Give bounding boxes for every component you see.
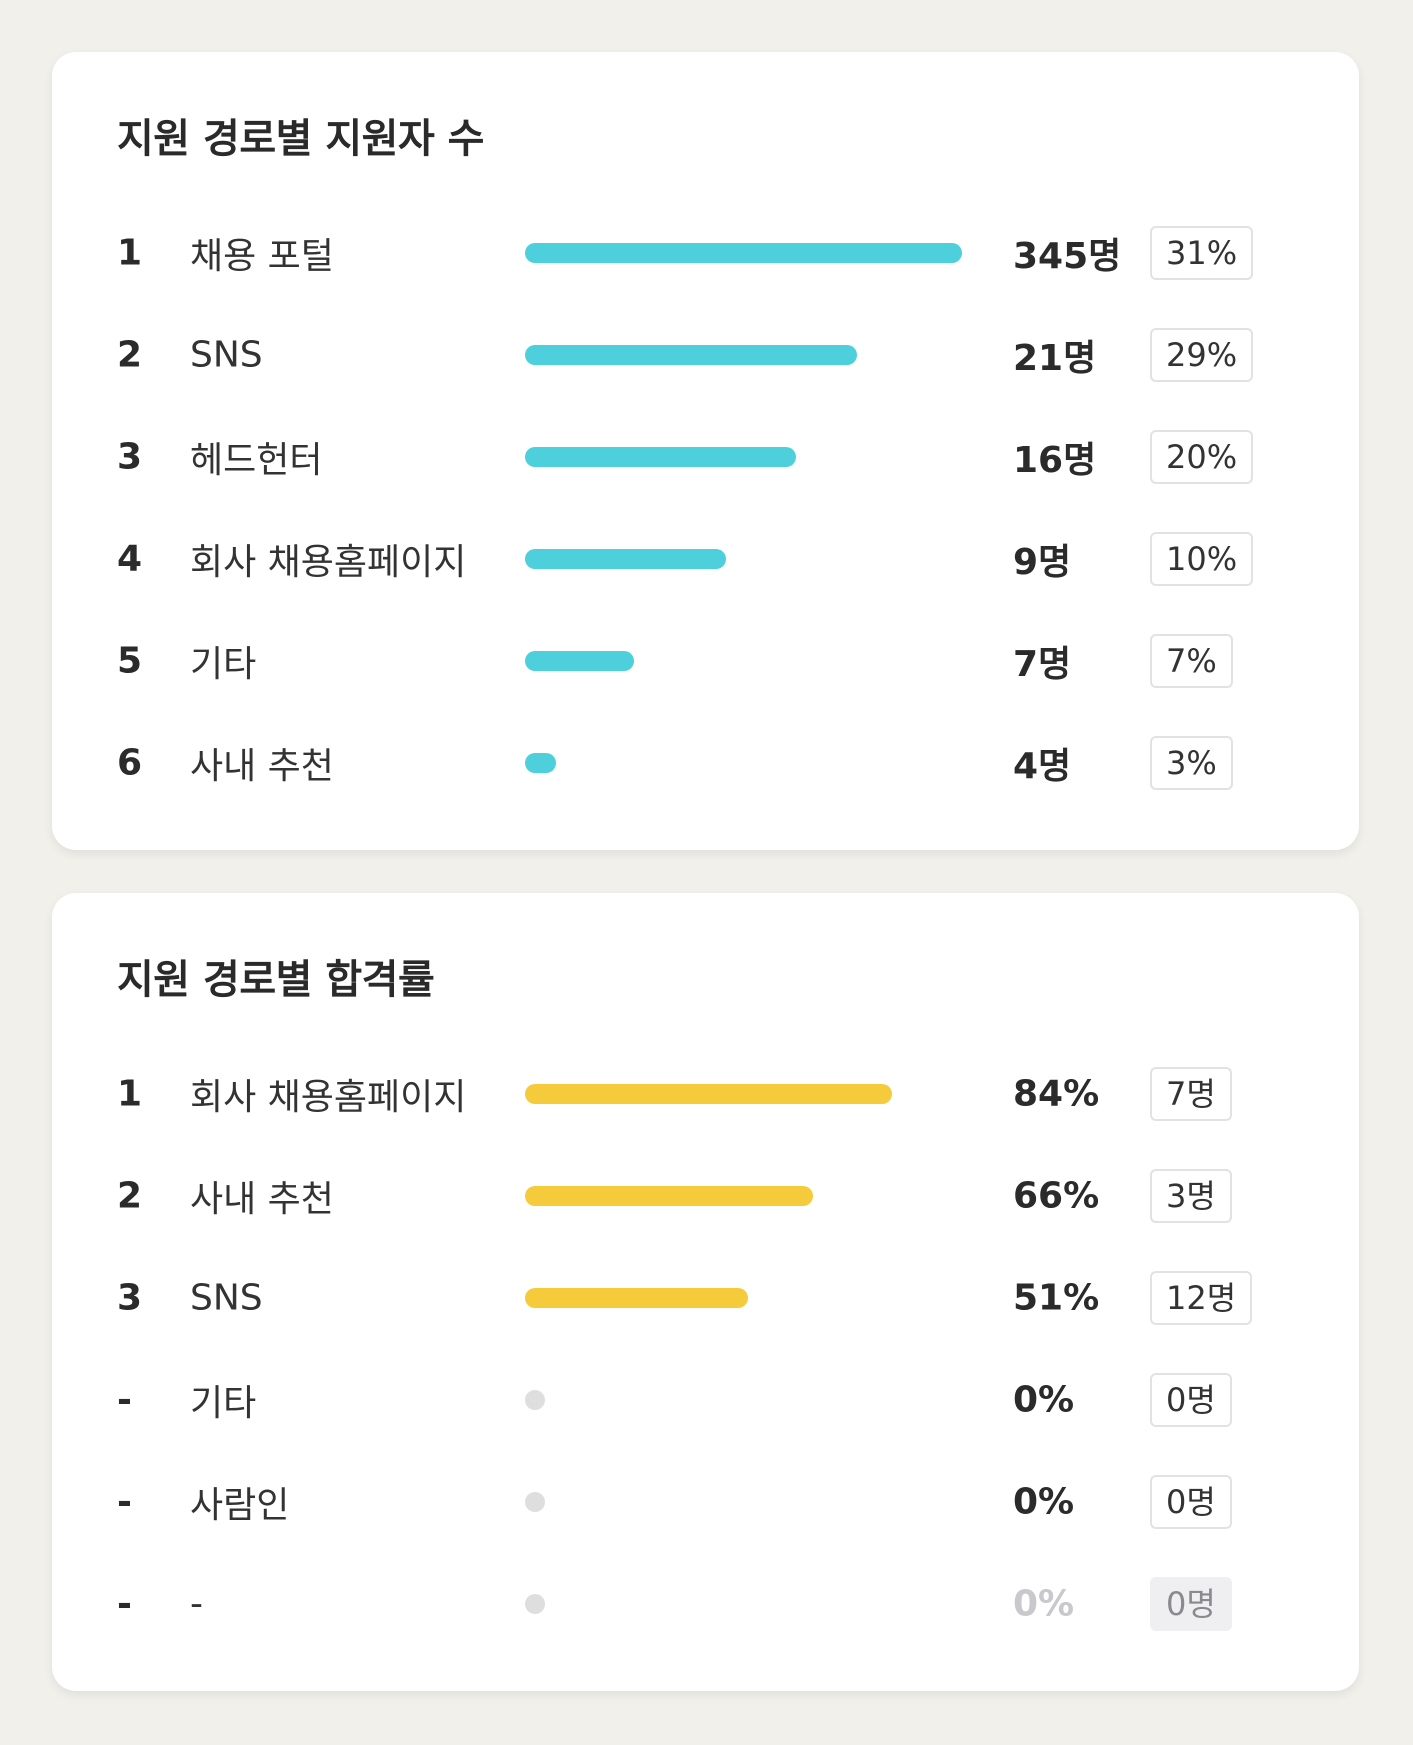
list-item: 5 기타 7명 7% bbox=[52, 610, 1359, 712]
bar-fill bbox=[525, 651, 634, 671]
count-badge: 3명 bbox=[1150, 1169, 1232, 1223]
bar-track bbox=[525, 1084, 962, 1104]
channel-name: 기타 bbox=[190, 644, 257, 685]
channel-name: 기타 bbox=[190, 1383, 257, 1424]
applicant-count: 345명 bbox=[1013, 236, 1122, 277]
channel-name: 회사 채용홈페이지 bbox=[190, 1077, 467, 1118]
rank: 5 bbox=[117, 640, 143, 682]
channel-name: SNS bbox=[190, 1277, 263, 1319]
channel-name: 사람인 bbox=[190, 1485, 290, 1526]
percent-badge: 10% bbox=[1150, 532, 1254, 586]
bar-fill bbox=[525, 1594, 545, 1614]
percent-badge: 31% bbox=[1150, 226, 1254, 280]
bar-fill bbox=[525, 1390, 545, 1410]
pass-rate: 66% bbox=[1013, 1175, 1100, 1217]
bar-fill bbox=[525, 345, 857, 365]
pass-rate: 0% bbox=[1013, 1583, 1075, 1625]
applicant-count: 21명 bbox=[1013, 338, 1097, 379]
list-item: 3 헤드헌터 16명 20% bbox=[52, 406, 1359, 508]
bar-fill bbox=[525, 753, 556, 773]
bar-fill bbox=[525, 1492, 545, 1512]
bar-track bbox=[525, 1492, 962, 1512]
bar-track bbox=[525, 345, 962, 365]
card-title: 지원 경로별 합격률 bbox=[117, 957, 435, 1003]
pass-rate: 84% bbox=[1013, 1073, 1100, 1115]
rank: 3 bbox=[117, 436, 143, 478]
pass-rate-by-channel-card: 지원 경로별 합격률 1 회사 채용홈페이지 84% 7명 2 사내 추천 66… bbox=[52, 893, 1359, 1691]
pass-rate: 0% bbox=[1013, 1379, 1075, 1421]
rank: 3 bbox=[117, 1277, 143, 1319]
bar-fill bbox=[525, 1288, 748, 1308]
channel-name: 채용 포털 bbox=[190, 236, 334, 277]
channel-name: 사내 추천 bbox=[190, 1179, 334, 1220]
pass-rate: 51% bbox=[1013, 1277, 1100, 1319]
rank: 2 bbox=[117, 334, 143, 376]
bar-track bbox=[525, 549, 962, 569]
rank: 1 bbox=[117, 1073, 143, 1115]
rank: 1 bbox=[117, 232, 143, 274]
bar-track bbox=[525, 447, 962, 467]
channel-name: 헤드헌터 bbox=[190, 440, 323, 481]
bar-fill bbox=[525, 1084, 892, 1104]
list-item: 3 SNS 51% 12명 bbox=[52, 1247, 1359, 1349]
applicant-count: 16명 bbox=[1013, 440, 1097, 481]
list-item: 4 회사 채용홈페이지 9명 10% bbox=[52, 508, 1359, 610]
bar-track bbox=[525, 651, 962, 671]
card-title: 지원 경로별 지원자 수 bbox=[117, 116, 484, 162]
applicants-by-channel-card: 지원 경로별 지원자 수 1 채용 포털 345명 31% 2 SNS 21명 … bbox=[52, 52, 1359, 850]
bar-fill bbox=[525, 1186, 813, 1206]
list-item: - - 0% 0명 bbox=[52, 1553, 1359, 1655]
bar-fill bbox=[525, 243, 962, 263]
channel-list: 1 회사 채용홈페이지 84% 7명 2 사내 추천 66% 3명 3 SNS … bbox=[52, 1043, 1359, 1655]
percent-badge: 7% bbox=[1150, 634, 1233, 688]
count-badge: 0명 bbox=[1150, 1373, 1232, 1427]
bar-track bbox=[525, 243, 962, 263]
rank: 2 bbox=[117, 1175, 143, 1217]
applicant-count: 4명 bbox=[1013, 746, 1072, 787]
rank: 6 bbox=[117, 742, 143, 784]
count-badge: 0명 bbox=[1150, 1577, 1232, 1631]
rank: - bbox=[117, 1379, 132, 1421]
count-badge: 7명 bbox=[1150, 1067, 1232, 1121]
rank: - bbox=[117, 1583, 132, 1625]
bar-fill bbox=[525, 447, 796, 467]
channel-name: 사내 추천 bbox=[190, 746, 334, 787]
applicant-count: 7명 bbox=[1013, 644, 1072, 685]
list-item: 1 회사 채용홈페이지 84% 7명 bbox=[52, 1043, 1359, 1145]
rank: 4 bbox=[117, 538, 143, 580]
pass-rate: 0% bbox=[1013, 1481, 1075, 1523]
list-item: 2 사내 추천 66% 3명 bbox=[52, 1145, 1359, 1247]
count-badge: 0명 bbox=[1150, 1475, 1232, 1529]
bar-track bbox=[525, 1594, 962, 1614]
channel-name: SNS bbox=[190, 334, 263, 376]
channel-name: 회사 채용홈페이지 bbox=[190, 542, 467, 583]
list-item: 1 채용 포털 345명 31% bbox=[52, 202, 1359, 304]
applicant-count: 9명 bbox=[1013, 542, 1072, 583]
percent-badge: 20% bbox=[1150, 430, 1254, 484]
channel-name: - bbox=[190, 1583, 203, 1625]
bar-track bbox=[525, 1390, 962, 1410]
percent-badge: 29% bbox=[1150, 328, 1254, 382]
list-item: 6 사내 추천 4명 3% bbox=[52, 712, 1359, 814]
channel-list: 1 채용 포털 345명 31% 2 SNS 21명 29% 3 헤드헌터 16… bbox=[52, 202, 1359, 814]
count-badge: 12명 bbox=[1150, 1271, 1253, 1325]
rank: - bbox=[117, 1481, 132, 1523]
list-item: 2 SNS 21명 29% bbox=[52, 304, 1359, 406]
bar-track bbox=[525, 753, 962, 773]
list-item: - 기타 0% 0명 bbox=[52, 1349, 1359, 1451]
bar-track bbox=[525, 1288, 962, 1308]
bar-fill bbox=[525, 549, 726, 569]
bar-track bbox=[525, 1186, 962, 1206]
percent-badge: 3% bbox=[1150, 736, 1233, 790]
list-item: - 사람인 0% 0명 bbox=[52, 1451, 1359, 1553]
